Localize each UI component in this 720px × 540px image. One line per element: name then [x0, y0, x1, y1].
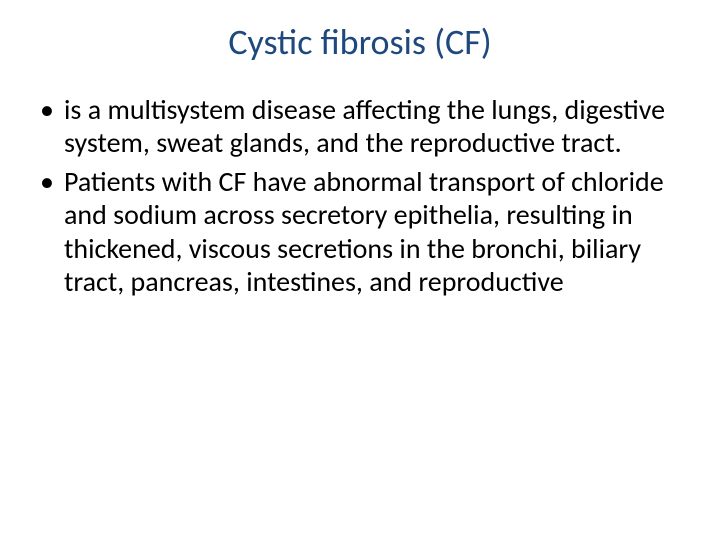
bullet-item: Patients with CF have abnormal transport… — [36, 165, 684, 297]
bullet-list: is a multisystem disease affecting the l… — [36, 93, 684, 297]
slide-title: Cystic fibrosis (CF) — [36, 22, 684, 63]
slide: Cystic fibrosis (CF) is a multisystem di… — [0, 0, 720, 540]
bullet-item: is a multisystem disease affecting the l… — [36, 93, 684, 159]
